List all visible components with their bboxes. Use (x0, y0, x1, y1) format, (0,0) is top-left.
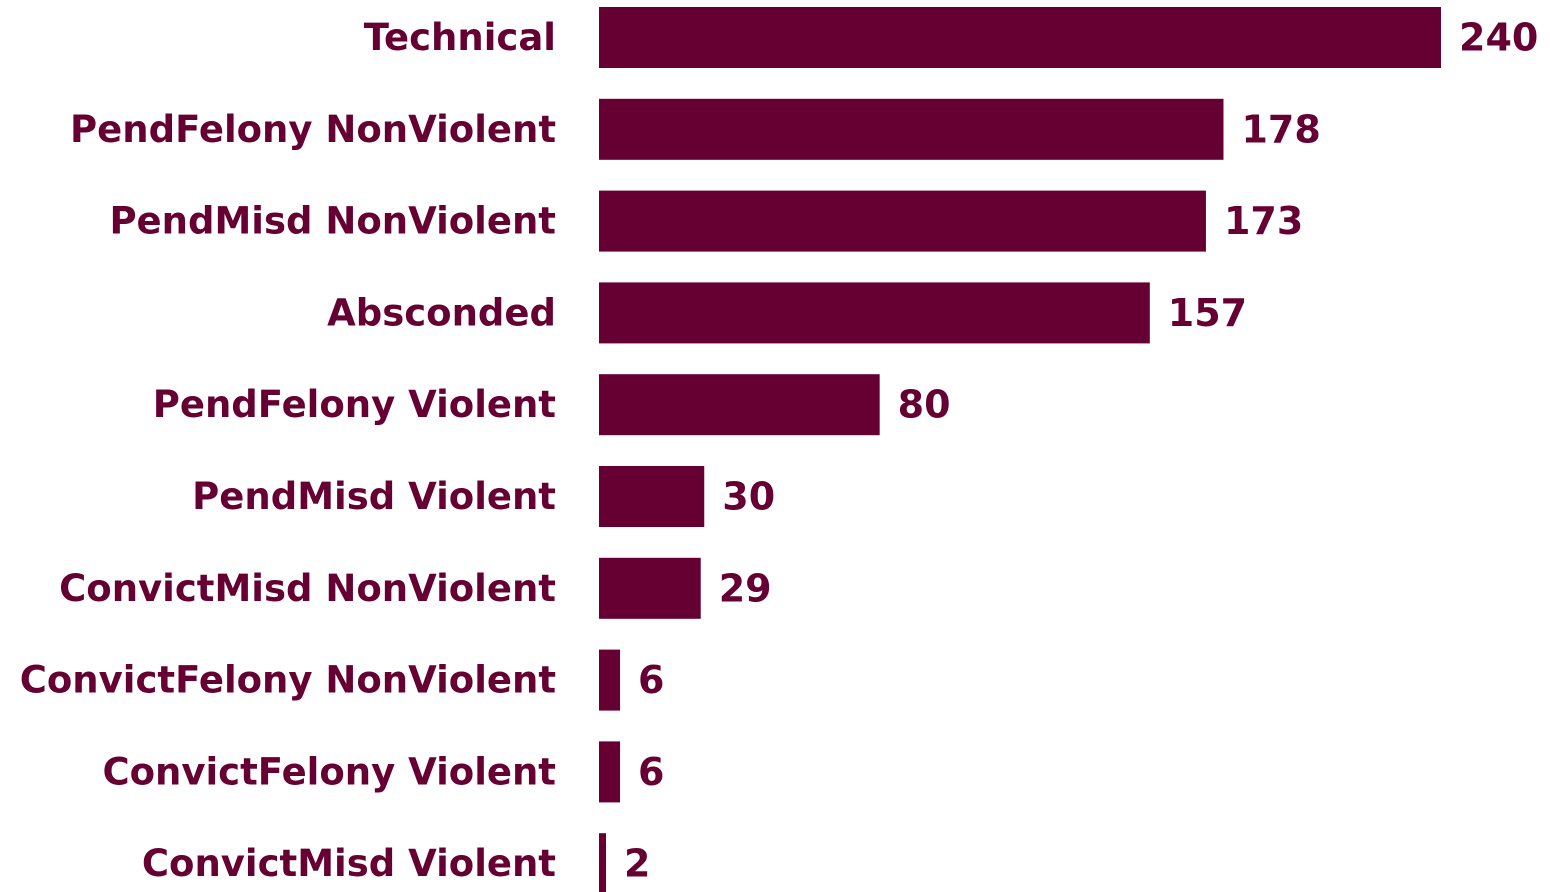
bar-convictfelony-nonviolent (599, 649, 621, 711)
bar-pendfelony-violent (599, 374, 880, 436)
value-label-convictmisd-violent: 2 (624, 842, 650, 886)
value-label-pendfelony-violent: 80 (898, 383, 951, 427)
category-label-convictfelony-nonviolent: ConvictFelony NonViolent (20, 659, 556, 702)
bar-pendfelony-nonviolent (599, 98, 1224, 160)
category-label-pendmisd-nonviolent: PendMisd NonViolent (109, 200, 556, 243)
category-label-convictfelony-violent: ConvictFelony Violent (102, 750, 556, 793)
bar-pendmisd-violent (599, 466, 705, 527)
bar-convictmisd-violent (599, 833, 607, 892)
labels-layer: Technical 240 PendFelony NonViolent 178 Pend… (20, 16, 1539, 886)
category-label-pendfelony-nonviolent: PendFelony NonViolent (70, 108, 556, 151)
bar-technical (599, 7, 1441, 68)
value-label-convictfelony-violent: 6 (638, 750, 664, 794)
value-label-absconded: 157 (1168, 291, 1247, 335)
bar-convictfelony-violent (599, 741, 621, 803)
bar-absconded (599, 282, 1150, 344)
value-label-pendmisd-violent: 30 (722, 475, 775, 519)
category-label-convictmisd-violent: ConvictMisd Violent (142, 842, 556, 885)
bar-pendmisd-nonviolent (599, 190, 1206, 252)
category-label-pendfelony-violent: PendFelony Violent (153, 383, 556, 426)
value-label-technical: 240 (1459, 16, 1538, 60)
value-label-convictfelony-nonviolent: 6 (638, 658, 664, 702)
bars-layer (599, 7, 1441, 892)
value-label-pendfelony-nonviolent: 178 (1241, 107, 1320, 151)
category-label-absconded: Absconded (327, 291, 556, 334)
category-label-convictmisd-nonviolent: ConvictMisd NonViolent (59, 567, 556, 610)
value-label-convictmisd-nonviolent: 29 (719, 566, 772, 610)
value-label-pendmisd-nonviolent: 173 (1224, 199, 1303, 243)
bar-convictmisd-nonviolent (599, 557, 701, 619)
category-label-technical: Technical (364, 16, 556, 59)
category-label-pendmisd-violent: PendMisd Violent (192, 475, 556, 518)
